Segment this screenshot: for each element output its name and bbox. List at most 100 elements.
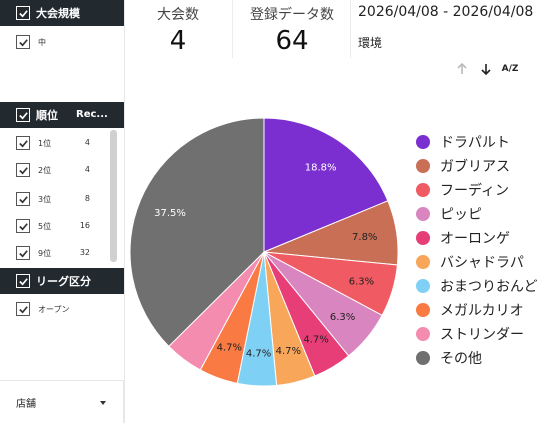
- legend-label: ストリンダー: [440, 327, 524, 343]
- sort-az-icon: A/Z: [501, 64, 519, 74]
- rank-filter-item-label: 1位: [38, 138, 52, 148]
- kpi-record-count: 登録データ数 64: [240, 0, 344, 62]
- legend-swatch: [416, 207, 430, 221]
- pie-slice-label: 4.7%: [276, 346, 301, 357]
- legend-swatch: [416, 255, 430, 269]
- rank-filter-record-column-header[interactable]: Rec...: [76, 109, 108, 120]
- legend-label: ガブリアス: [440, 159, 510, 175]
- rank-filter-item-count: 8: [84, 194, 90, 203]
- legend-item[interactable]: ストリンダー: [416, 322, 538, 346]
- legend-swatch: [416, 279, 430, 293]
- league-filter-title: リーグ区分: [36, 275, 91, 288]
- arrow-up-icon: [457, 62, 467, 74]
- pie-slice-label: 4.7%: [246, 349, 271, 360]
- caret-down-icon: [100, 401, 106, 405]
- league-filter-select-all-checkbox[interactable]: [16, 274, 30, 288]
- kpi-value: 4: [169, 26, 187, 56]
- rank-filter-item-count: 16: [79, 221, 90, 230]
- pie-slice-label: 6.3%: [349, 277, 374, 288]
- pie-chart: 18.8%7.8%6.3%6.3%4.7%4.7%4.7%4.7%37.5%: [129, 117, 399, 387]
- environment-label: 環境: [358, 36, 383, 50]
- pie-slice-label: 4.7%: [303, 335, 328, 346]
- kpi-label: 登録データ数: [250, 7, 334, 23]
- size-filter-title: 大会規模: [36, 7, 80, 20]
- legend-label: ドラパルト: [440, 135, 510, 151]
- kpi-divider: [350, 0, 351, 58]
- legend-item[interactable]: バシャドラパ: [416, 250, 538, 274]
- pie-slice[interactable]: [263, 117, 389, 253]
- rank-filter-header[interactable]: 順位: [0, 102, 124, 128]
- legend-label: ピッピ: [440, 207, 482, 223]
- kpi-divider: [232, 0, 233, 58]
- league-filter-item[interactable]: オープン: [16, 299, 70, 319]
- kpi-tournament-count: 大会数 4: [138, 0, 218, 62]
- rank-filter-item[interactable]: 3位: [16, 189, 51, 209]
- checkbox-checked-icon[interactable]: [16, 35, 30, 49]
- legend-swatch: [416, 351, 430, 365]
- legend-item[interactable]: オーロンゲ: [416, 226, 538, 250]
- size-filter-item-label: 中: [38, 37, 46, 47]
- rank-filter-title: 順位: [36, 109, 58, 122]
- rank-filter-item[interactable]: 1位: [16, 133, 51, 153]
- checkbox-checked-icon[interactable]: [16, 219, 30, 233]
- legend-item[interactable]: ピッピ: [416, 202, 538, 226]
- sort-descending-button[interactable]: [477, 60, 495, 78]
- size-filter-select-all-checkbox[interactable]: [16, 6, 30, 20]
- legend-swatch: [416, 159, 430, 173]
- legend-label: フーディン: [440, 183, 510, 199]
- rank-filter-item-count: 4: [84, 165, 90, 174]
- rank-filter-item[interactable]: 9位: [16, 243, 51, 263]
- legend-item[interactable]: ドラパルト: [416, 130, 538, 154]
- pie-slice[interactable]: [129, 117, 265, 348]
- legend-item[interactable]: フーディン: [416, 178, 538, 202]
- rank-filter-item-label: 3位: [38, 194, 52, 204]
- pie-slice-label: 7.8%: [352, 232, 377, 243]
- chart-legend: ドラパルトガブリアスフーディンピッピオーロンゲバシャドラパ おまつりおんど メガルカ…: [416, 130, 538, 370]
- legend-swatch: [416, 135, 430, 149]
- size-filter-item[interactable]: 中: [16, 32, 46, 52]
- rank-filter-item[interactable]: 2位: [16, 160, 51, 180]
- pie-slice-label: 18.8%: [305, 162, 337, 173]
- legend-swatch: [416, 303, 430, 317]
- arrow-down-icon: [481, 64, 491, 76]
- league-filter-item-label: オープン: [38, 304, 70, 314]
- date-range-picker[interactable]: 2026/04/08 - 2026/04/08: [358, 4, 534, 20]
- kpi-label: 大会数: [157, 7, 199, 23]
- rank-filter-scrollbar[interactable]: [110, 130, 117, 262]
- legend-item[interactable]: メガルカリオ: [416, 298, 538, 322]
- legend-label: バシャドラパ: [440, 255, 524, 271]
- checkbox-checked-icon[interactable]: [16, 136, 30, 150]
- legend-label: オーロンゲ: [440, 231, 510, 247]
- sort-ascending-button[interactable]: [453, 60, 471, 78]
- legend-swatch: [416, 183, 430, 197]
- checkbox-checked-icon[interactable]: [16, 192, 30, 206]
- store-dropdown-label: 店舗: [16, 398, 36, 410]
- rank-filter-item-count: 32: [79, 248, 90, 257]
- kpi-value: 64: [275, 26, 309, 56]
- legend-item[interactable]: ガブリアス: [416, 154, 538, 178]
- checkbox-checked-icon[interactable]: [16, 302, 30, 316]
- legend-swatch: [416, 231, 430, 245]
- pie-slice-label: 4.7%: [217, 343, 242, 354]
- store-dropdown[interactable]: 店舗: [0, 380, 124, 423]
- size-filter-header[interactable]: 大会規模: [0, 0, 124, 26]
- pie-slice-label: 37.5%: [154, 208, 186, 219]
- rank-filter-item[interactable]: 5位: [16, 216, 51, 236]
- legend-swatch: [416, 327, 430, 341]
- rank-filter-item-label: 2位: [38, 165, 52, 175]
- league-filter-header[interactable]: リーグ区分: [0, 268, 124, 294]
- legend-label: おまつりおんど: [440, 279, 538, 295]
- filter-sidebar: 大会規模 中 順位 Rec... 1位 4 2位 4 3位 8 5位 16 9位…: [0, 0, 124, 423]
- sidebar-divider: [124, 0, 125, 423]
- rank-filter-item-count: 4: [84, 138, 90, 147]
- rank-filter-item-label: 9位: [38, 248, 52, 258]
- checkbox-checked-icon[interactable]: [16, 246, 30, 260]
- legend-label: その他: [440, 351, 482, 367]
- checkbox-checked-icon[interactable]: [16, 163, 30, 177]
- sort-alphabetical-button[interactable]: A/Z: [501, 60, 519, 78]
- pie-slice-label: 6.3%: [330, 312, 355, 323]
- legend-item[interactable]: その他: [416, 346, 538, 370]
- legend-item[interactable]: おまつりおんど: [416, 274, 538, 298]
- legend-label: メガルカリオ: [440, 303, 524, 319]
- rank-filter-select-all-checkbox[interactable]: [16, 108, 30, 122]
